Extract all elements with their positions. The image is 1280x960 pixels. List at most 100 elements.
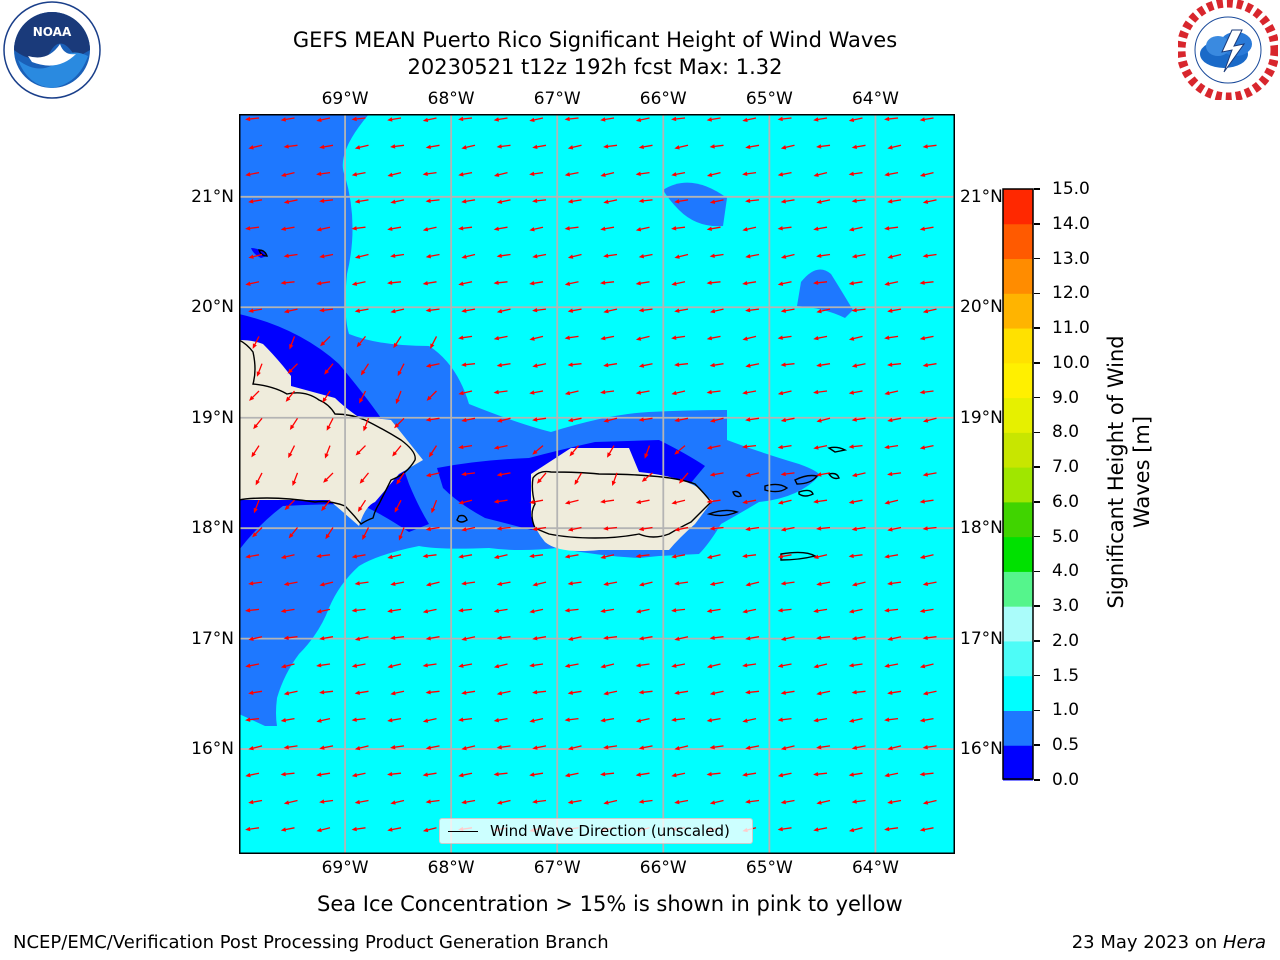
wind-arrow bbox=[390, 581, 405, 586]
wind-arrow bbox=[532, 445, 544, 455]
wind-arrow bbox=[354, 745, 369, 751]
wind-arrow bbox=[458, 335, 473, 340]
wind-arrow bbox=[529, 717, 544, 723]
wind-arrow bbox=[363, 418, 370, 432]
colorbar-tick-label: 2.0 bbox=[1052, 630, 1080, 651]
wind-arrow bbox=[777, 608, 792, 613]
wind-arrow bbox=[354, 253, 369, 259]
wind-arrow bbox=[816, 472, 831, 477]
wind-arrow bbox=[248, 636, 263, 641]
wind-arrow bbox=[922, 690, 937, 696]
wind-arrow bbox=[884, 663, 899, 668]
wind-arrow bbox=[357, 499, 367, 512]
wind-arrow bbox=[425, 472, 440, 478]
wind-arrow bbox=[425, 417, 440, 422]
wind-arrow bbox=[674, 445, 686, 455]
wind-arrow bbox=[674, 636, 689, 641]
wind-arrow bbox=[283, 144, 298, 149]
wind-arrow bbox=[285, 390, 296, 402]
wind-arrow bbox=[390, 199, 405, 204]
colorbar-tick-mark bbox=[1034, 501, 1040, 503]
wind-arrow bbox=[458, 226, 473, 231]
wind-arrow bbox=[813, 499, 828, 504]
wind-arrow bbox=[354, 581, 369, 586]
wind-arrow bbox=[425, 745, 440, 750]
wind-arrow bbox=[851, 417, 866, 422]
noaa-logo-text: NOAA bbox=[33, 25, 72, 39]
wind-arrow bbox=[709, 744, 724, 750]
wind-arrow bbox=[600, 608, 615, 613]
wind-arrow bbox=[354, 636, 369, 641]
wind-arrow bbox=[813, 771, 828, 777]
colorbar-segment bbox=[1003, 189, 1033, 225]
wind-arrow bbox=[387, 554, 402, 559]
wind-arrow bbox=[283, 799, 298, 805]
wind-arrow bbox=[603, 144, 618, 149]
wind-arrow bbox=[564, 717, 579, 722]
wind-arrow bbox=[851, 636, 866, 641]
wind-arrow bbox=[245, 772, 260, 778]
wind-arrow bbox=[919, 171, 934, 177]
wind-arrow bbox=[256, 363, 263, 377]
wind-arrow bbox=[848, 444, 863, 449]
wind-arrow bbox=[884, 608, 899, 613]
wind-arrow bbox=[248, 690, 263, 695]
wind-arrow bbox=[780, 745, 795, 751]
wind-arrow bbox=[567, 308, 582, 313]
wind-arrow bbox=[321, 499, 331, 512]
wind-arrow bbox=[887, 199, 902, 204]
wind-arrow bbox=[848, 281, 863, 286]
lat-label-left: 17°N bbox=[191, 628, 234, 649]
wind-arrow bbox=[390, 253, 405, 258]
wind-arrow bbox=[887, 581, 902, 586]
wind-arrow bbox=[496, 308, 511, 314]
wind-arrow bbox=[745, 799, 760, 804]
wind-arrow bbox=[777, 499, 792, 505]
wind-arrow bbox=[745, 690, 760, 695]
colorbar-segment bbox=[1003, 432, 1033, 468]
wind-arrow bbox=[496, 690, 511, 696]
wind-arrow bbox=[671, 226, 686, 231]
wind-arrow bbox=[777, 116, 792, 122]
wind-arrow bbox=[319, 581, 334, 587]
wind-arrow bbox=[354, 799, 369, 805]
wind-arrow bbox=[635, 226, 650, 232]
wind-arrow bbox=[706, 717, 721, 723]
wind-arrow bbox=[532, 308, 547, 313]
wind-arrow bbox=[398, 527, 405, 541]
land-area bbox=[239, 340, 713, 551]
wind-arrow bbox=[387, 771, 402, 777]
wind-arrow bbox=[458, 390, 473, 396]
wind-arrow bbox=[248, 144, 263, 150]
wind-arrow bbox=[316, 117, 331, 123]
wind-arrow bbox=[529, 553, 544, 559]
wind-arrow bbox=[496, 362, 511, 368]
wind-arrow bbox=[745, 144, 760, 150]
wind-arrow bbox=[493, 663, 508, 669]
wind-arrow bbox=[742, 608, 757, 614]
wind-arrow bbox=[493, 389, 508, 395]
wind-arrow bbox=[461, 745, 476, 751]
wind-arrow bbox=[248, 745, 263, 751]
wind-arrow bbox=[848, 717, 863, 723]
wind-arrow bbox=[922, 308, 937, 314]
wind-arrow bbox=[288, 527, 299, 539]
wind-arrow bbox=[638, 253, 653, 259]
wind-arrow bbox=[813, 171, 828, 177]
wind-arrow bbox=[635, 390, 650, 395]
wind-arrow bbox=[323, 472, 334, 483]
wind-arrow bbox=[425, 198, 440, 204]
wind-arrow bbox=[425, 690, 440, 695]
wind-arrow bbox=[851, 198, 866, 204]
wind-arrow bbox=[777, 335, 792, 340]
colorbar-segment bbox=[1003, 536, 1033, 572]
wind-arrow bbox=[641, 472, 653, 482]
wind-arrow bbox=[422, 226, 437, 232]
colorbar-tick-mark bbox=[1034, 605, 1040, 607]
wind-arrow bbox=[813, 717, 828, 723]
wind-arrow bbox=[532, 799, 547, 804]
colorbar-frame bbox=[1002, 188, 1034, 780]
wind-arrow bbox=[283, 308, 298, 314]
colorbar-tick-label: 6.0 bbox=[1052, 491, 1080, 512]
colorbar-segment bbox=[1003, 328, 1033, 364]
